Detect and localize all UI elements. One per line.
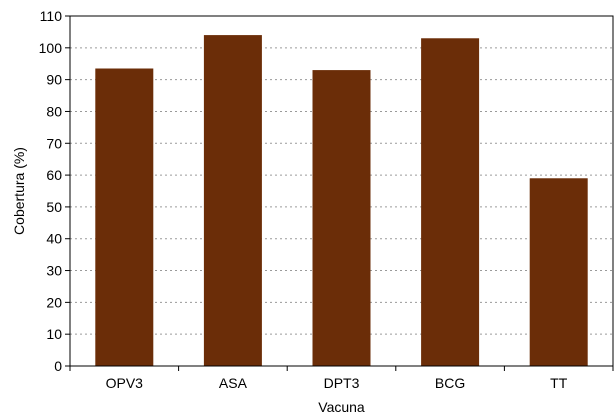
bar-opv3	[95, 68, 154, 366]
y-tick-label-110: 110	[40, 8, 63, 24]
bars	[95, 35, 588, 366]
y-tick-label-50: 50	[46, 199, 62, 215]
bar-tt	[529, 178, 588, 366]
bar-bcg	[421, 38, 480, 366]
y-tick-label-20: 20	[46, 294, 62, 310]
y-tick-label-90: 90	[46, 72, 62, 88]
y-tick-label-100: 100	[39, 40, 63, 56]
x-tick-label-dpt3: DPT3	[324, 375, 360, 391]
y-axis-ticks: 0 10 20 30 40 50 60 70 80 90 100 110	[39, 8, 70, 374]
y-tick-label-70: 70	[46, 135, 62, 151]
x-tick-label-opv3: OPV3	[106, 375, 144, 391]
x-tick-label-asa: ASA	[219, 375, 248, 391]
x-axis-ticks: OPV3 ASA DPT3 BCG TT	[69, 366, 614, 391]
y-tick-label-0: 0	[54, 358, 62, 374]
x-tick-label-bcg: BCG	[435, 375, 465, 391]
y-tick-label-30: 30	[46, 263, 62, 279]
x-axis-title: Vacuna	[318, 399, 365, 415]
bar-asa	[203, 35, 262, 366]
y-tick-label-10: 10	[46, 326, 62, 342]
y-tick-label-40: 40	[46, 231, 62, 247]
y-tick-label-60: 60	[46, 167, 62, 183]
bar-dpt3	[312, 70, 371, 366]
y-tick-label-80: 80	[46, 103, 62, 119]
y-axis-title: Cobertura (%)	[11, 147, 27, 235]
x-tick-label-tt: TT	[550, 375, 568, 391]
plot-frame	[69, 15, 614, 367]
